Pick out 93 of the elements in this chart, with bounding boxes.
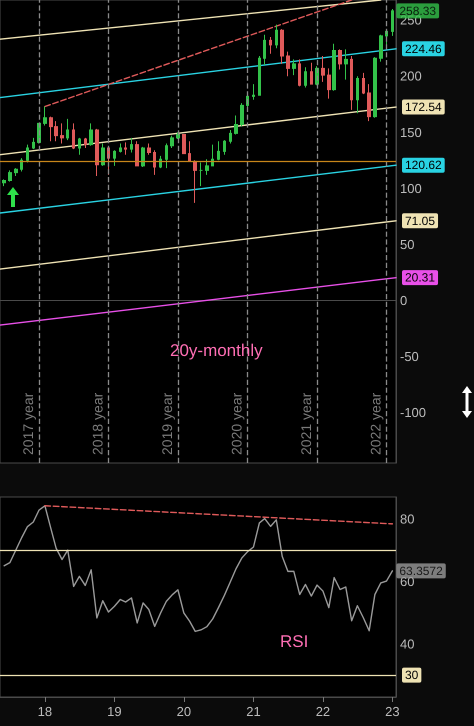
data-label: 224.46 — [405, 42, 442, 56]
candlestick — [338, 48, 342, 70]
text: 20y-monthly — [170, 341, 264, 360]
candlestick — [130, 137, 133, 153]
ref-line-label: 2018 year — [89, 392, 106, 455]
candlestick — [14, 168, 18, 177]
candlestick — [327, 68, 331, 100]
candlestick — [113, 150, 116, 166]
candlestick — [165, 142, 168, 169]
candlestick — [298, 58, 301, 87]
candlestick — [72, 122, 75, 150]
candlestick — [89, 122, 93, 146]
candlestick — [66, 118, 69, 141]
candlestick — [182, 134, 186, 154]
line-series — [3, 505, 394, 632]
candlestick — [391, 8, 394, 36]
x-tick-label: 18 — [38, 704, 52, 719]
text: RSI — [280, 632, 308, 651]
y-tick-label: 200 — [400, 68, 422, 84]
candlestick — [373, 56, 377, 118]
candlestick — [252, 84, 255, 100]
candlestick — [43, 106, 47, 126]
y-tick-label: 100 — [400, 180, 422, 196]
candlestick — [292, 58, 296, 76]
candlestick — [95, 128, 99, 177]
candlestick — [275, 24, 278, 49]
candlestick — [344, 48, 348, 80]
ref-line-label: 2020 year — [228, 392, 245, 455]
candlestick — [8, 170, 12, 182]
data-label: 20.31 — [405, 270, 436, 285]
y-tick-label: 80 — [400, 511, 414, 526]
candlestick — [119, 142, 122, 153]
x-tick-label: 21 — [246, 704, 261, 719]
candlestick — [32, 137, 35, 150]
x-tick-label: 20 — [176, 704, 192, 719]
y-tick-label: 50 — [400, 236, 414, 252]
ref-line-label: 2022 year — [367, 392, 384, 455]
candlestick — [170, 135, 174, 148]
candlestick — [263, 34, 266, 66]
candlestick — [135, 140, 139, 166]
candlestick — [101, 142, 105, 166]
candlestick — [280, 28, 284, 64]
candlestick — [211, 144, 214, 166]
ref-line-label: 2021 year — [298, 392, 314, 455]
candlestick — [78, 137, 81, 156]
candlestick — [2, 178, 6, 187]
candlestick — [217, 140, 220, 161]
candlestick — [379, 34, 383, 62]
candlestick — [269, 36, 272, 54]
candlestick — [153, 150, 156, 176]
candlestick — [176, 132, 180, 140]
candlestick — [124, 142, 127, 156]
candlestick — [84, 137, 87, 148]
y-tick-label: 150 — [400, 124, 422, 140]
candlestick — [350, 56, 353, 110]
candlestick — [205, 158, 209, 176]
data-label: 71.05 — [405, 214, 436, 228]
candlestick — [321, 56, 325, 82]
x-tick-label: 22 — [316, 704, 330, 719]
candlestick — [193, 160, 197, 204]
y-tick-label: 0 — [400, 292, 408, 308]
data-label: 172.54 — [405, 100, 442, 114]
candlestick — [159, 155, 162, 169]
candlestick — [188, 140, 191, 162]
ref-line-label: 2019 year — [158, 392, 175, 455]
candlestick — [367, 84, 371, 122]
annotation: 258.33 — [399, 4, 436, 18]
candlestick — [141, 146, 145, 168]
annotation: 63.3572 — [399, 564, 444, 578]
candlestick — [310, 62, 313, 85]
candlestick — [362, 72, 365, 95]
candlestick — [147, 142, 151, 156]
y-tick-label: 40 — [400, 636, 414, 652]
candlestick — [234, 114, 238, 136]
candlestick — [26, 144, 29, 164]
x-tick-label: 19 — [107, 704, 122, 719]
y-tick-label: -100 — [400, 405, 426, 420]
candlestick — [223, 140, 226, 156]
candlestick — [199, 162, 203, 187]
candlestick — [240, 102, 244, 128]
ref-line-label: 30 — [405, 668, 419, 682]
candlestick — [356, 76, 359, 114]
candlestick — [20, 158, 23, 172]
x-tick-label: 23 — [385, 704, 400, 719]
ref-line-label: 2017 year — [20, 392, 36, 455]
candlestick — [332, 43, 336, 92]
candlestick — [286, 51, 290, 77]
candlestick — [258, 56, 261, 96]
candlestick — [304, 66, 307, 88]
candlestick — [229, 130, 232, 144]
data-label: 120.62 — [405, 158, 442, 172]
y-tick-label: -50 — [400, 349, 419, 364]
candlestick — [60, 122, 64, 144]
